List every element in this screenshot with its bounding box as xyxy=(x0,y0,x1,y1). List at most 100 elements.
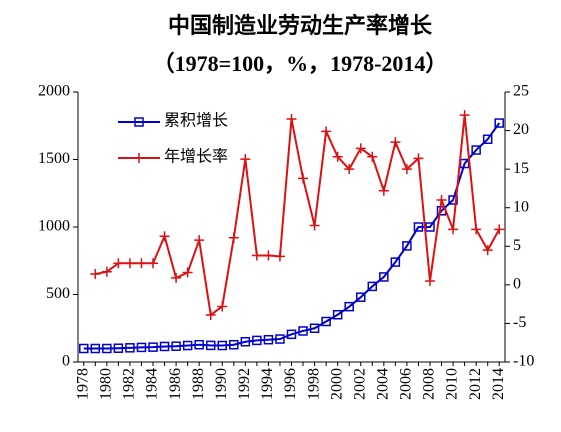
data-point xyxy=(125,343,135,353)
data-point xyxy=(251,250,262,261)
x-tick-label: 2000 xyxy=(328,368,345,400)
data-point xyxy=(471,224,482,235)
data-point xyxy=(217,301,228,312)
chart-title: 中国制造业劳动生产率增长 xyxy=(168,13,433,38)
series-line xyxy=(95,115,501,317)
x-tick-label: 1994 xyxy=(259,368,276,400)
data-point xyxy=(459,110,470,121)
data-point xyxy=(413,222,424,232)
data-point xyxy=(298,326,308,336)
data-point xyxy=(113,258,124,269)
legend-label: 累积增长 xyxy=(164,112,228,130)
x-tick-label: 2012 xyxy=(467,368,484,400)
x-tick-label: 2002 xyxy=(351,368,368,400)
y2-tick-label: -10 xyxy=(513,353,534,370)
legend-marker xyxy=(134,117,144,127)
data-point xyxy=(286,329,297,340)
data-point xyxy=(367,151,378,162)
data-point xyxy=(171,341,181,351)
data-point xyxy=(321,316,331,327)
y-tick-label: 0 xyxy=(62,353,70,370)
data-point xyxy=(286,114,297,124)
x-tick-label: 2006 xyxy=(398,368,415,400)
y2-tick-label: 5 xyxy=(513,237,521,254)
data-point xyxy=(274,251,285,262)
data-point xyxy=(79,343,89,354)
y-tick-label: 500 xyxy=(46,285,70,302)
data-point xyxy=(448,224,459,235)
data-point xyxy=(90,343,101,354)
data-point xyxy=(424,276,435,286)
data-point xyxy=(194,235,205,246)
data-point xyxy=(124,258,135,269)
data-point xyxy=(205,340,216,351)
data-point xyxy=(205,309,216,320)
data-point xyxy=(494,224,505,235)
data-point xyxy=(436,195,447,205)
data-point xyxy=(332,310,343,320)
data-point xyxy=(332,151,343,162)
data-point xyxy=(136,342,147,353)
y-tick-label: 1000 xyxy=(38,218,70,235)
data-point xyxy=(344,301,354,312)
data-point xyxy=(425,222,435,232)
data-point xyxy=(101,266,112,277)
data-point xyxy=(171,272,182,283)
legend-marker xyxy=(134,153,144,163)
data-point xyxy=(413,153,424,164)
data-point xyxy=(182,267,193,278)
data-point xyxy=(378,185,389,196)
data-point xyxy=(136,258,147,269)
data-point xyxy=(228,232,239,243)
x-tick-label: 1996 xyxy=(282,368,299,400)
x-tick-label: 1988 xyxy=(190,368,207,400)
data-point xyxy=(159,341,170,352)
data-point xyxy=(240,154,251,165)
data-point xyxy=(102,343,112,354)
data-point xyxy=(159,231,170,242)
y2-tick-label: 15 xyxy=(513,160,529,177)
data-point xyxy=(482,245,493,256)
data-point xyxy=(263,334,274,345)
data-point xyxy=(240,337,251,347)
x-tick-label: 1982 xyxy=(121,368,138,400)
data-point xyxy=(309,220,320,231)
data-point xyxy=(148,258,159,269)
legend-label: 年增长率 xyxy=(164,148,228,166)
chart-subtitle: （1978=100，%，1978-2014） xyxy=(153,51,448,76)
data-point xyxy=(494,118,504,128)
x-tick-label: 1978 xyxy=(74,368,91,400)
data-point xyxy=(355,292,366,302)
data-point xyxy=(390,257,401,267)
data-point xyxy=(379,272,389,282)
x-tick-label: 1992 xyxy=(236,368,253,400)
data-point xyxy=(90,269,101,280)
y2-tick-label: 0 xyxy=(513,276,521,293)
data-point xyxy=(482,134,493,144)
x-tick-label: 2008 xyxy=(421,368,438,400)
series-line xyxy=(83,122,501,350)
x-tick-label: 2004 xyxy=(374,368,391,400)
data-point xyxy=(471,145,481,155)
x-tick-label: 1998 xyxy=(305,368,322,400)
x-tick-label: 1984 xyxy=(144,368,161,400)
data-point xyxy=(355,143,366,154)
data-point xyxy=(194,339,204,350)
x-tick-label: 1980 xyxy=(98,368,115,400)
x-tick-label: 2014 xyxy=(490,368,507,400)
data-point xyxy=(148,342,158,352)
data-point xyxy=(402,241,412,251)
x-tick-label: 1986 xyxy=(167,368,184,400)
data-point xyxy=(367,281,378,292)
y2-tick-label: 20 xyxy=(513,121,529,138)
data-point xyxy=(298,173,309,184)
y-tick-label: 2000 xyxy=(38,83,70,100)
data-point xyxy=(309,323,320,333)
data-point xyxy=(390,137,401,148)
data-point xyxy=(401,164,412,175)
data-point xyxy=(113,343,124,353)
data-point xyxy=(275,334,285,344)
y2-tick-label: 10 xyxy=(513,198,529,215)
data-point xyxy=(448,195,458,205)
